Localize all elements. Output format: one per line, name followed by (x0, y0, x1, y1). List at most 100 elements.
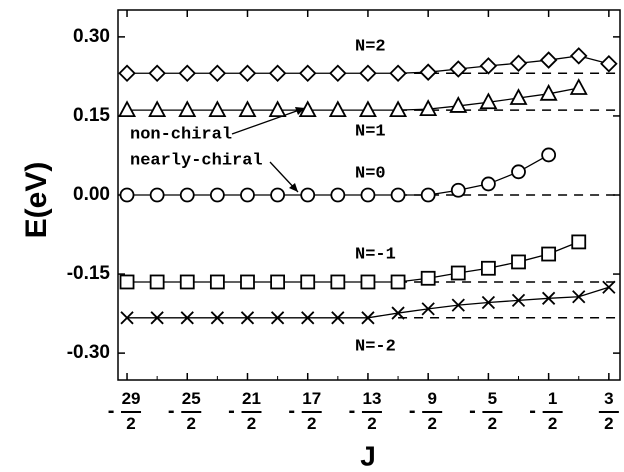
marker (301, 311, 315, 325)
marker (541, 291, 556, 305)
marker (420, 270, 436, 286)
marker (450, 182, 466, 198)
arrow (231, 107, 306, 135)
marker (539, 83, 558, 101)
plot-frame (117, 9, 621, 381)
marker (300, 274, 316, 290)
marker (149, 187, 165, 203)
marker (479, 92, 498, 110)
marker (390, 274, 406, 290)
marker (360, 274, 376, 290)
marker (268, 100, 287, 118)
marker (541, 246, 557, 262)
marker (539, 51, 558, 69)
marker (240, 187, 255, 203)
marker (268, 64, 287, 83)
y-tick-label: -0.30 (67, 342, 110, 363)
marker (298, 64, 317, 83)
x-tick-label: -9/2 (409, 389, 437, 433)
marker (270, 274, 286, 290)
marker (149, 274, 165, 290)
marker (180, 311, 194, 325)
marker (330, 187, 346, 203)
marker (148, 64, 166, 83)
marker (389, 64, 407, 83)
marker (328, 100, 347, 118)
x-tick-label: -13/2 (349, 389, 382, 433)
marker (358, 100, 377, 118)
marker (451, 298, 465, 312)
series-line (127, 286, 610, 319)
marker (419, 99, 438, 116)
marker (150, 311, 164, 325)
marker (178, 100, 197, 118)
x-tick-label: -25/2 (168, 389, 201, 433)
marker (479, 57, 498, 75)
x-tick-label: -5/2 (469, 389, 497, 433)
marker (208, 64, 227, 83)
marker (600, 54, 618, 73)
series-label: N=-2 (355, 337, 396, 356)
series-label: N=0 (355, 164, 386, 183)
marker (118, 64, 136, 83)
marker (361, 311, 375, 325)
marker (298, 100, 317, 118)
marker (602, 280, 616, 294)
arrow-head (289, 183, 298, 192)
series-line (127, 241, 579, 283)
y-axis-label: E(eV) (20, 162, 53, 239)
marker (209, 274, 225, 290)
marker (270, 311, 285, 325)
series-label: N=2 (355, 37, 386, 56)
marker (419, 63, 437, 81)
marker (449, 60, 468, 78)
marker (511, 164, 526, 180)
marker (569, 47, 588, 65)
marker (209, 187, 225, 203)
marker (421, 302, 435, 316)
marker (481, 260, 496, 276)
marker (179, 187, 195, 203)
x-tick-label: -17/2 (288, 389, 321, 433)
x-tick-label: -21/2 (228, 389, 261, 433)
marker (330, 274, 346, 290)
y-tick-label: 0.15 (73, 105, 110, 126)
marker (359, 64, 377, 83)
marker (238, 100, 257, 118)
marker (148, 100, 167, 118)
annotation: non-chiral (130, 125, 232, 144)
x-tick-label: 3/2 (604, 389, 613, 433)
marker (420, 187, 436, 203)
marker (179, 274, 195, 290)
marker (331, 311, 345, 325)
x-axis-label: J (360, 440, 376, 471)
marker (238, 64, 257, 83)
marker (120, 311, 134, 325)
arrow-head (295, 107, 305, 115)
marker (208, 100, 227, 118)
marker (569, 78, 588, 95)
marker (571, 234, 587, 250)
y-tick-label: 0.30 (73, 26, 110, 47)
marker (511, 293, 526, 308)
marker (240, 274, 255, 290)
marker (240, 311, 255, 325)
y-tick-label: -0.15 (67, 263, 111, 284)
marker (119, 274, 135, 290)
marker (360, 187, 376, 203)
marker (300, 187, 316, 203)
marker (509, 54, 528, 73)
y-tick-label: 0.00 (73, 184, 110, 205)
series-label: N=-1 (355, 245, 396, 264)
marker (390, 187, 406, 203)
marker (449, 96, 468, 113)
marker (511, 254, 526, 270)
series-label: N=1 (355, 122, 386, 141)
marker (119, 187, 135, 203)
x-tick-label: -1/2 (529, 389, 557, 433)
marker (450, 265, 466, 281)
marker (178, 64, 197, 83)
marker (509, 88, 528, 105)
